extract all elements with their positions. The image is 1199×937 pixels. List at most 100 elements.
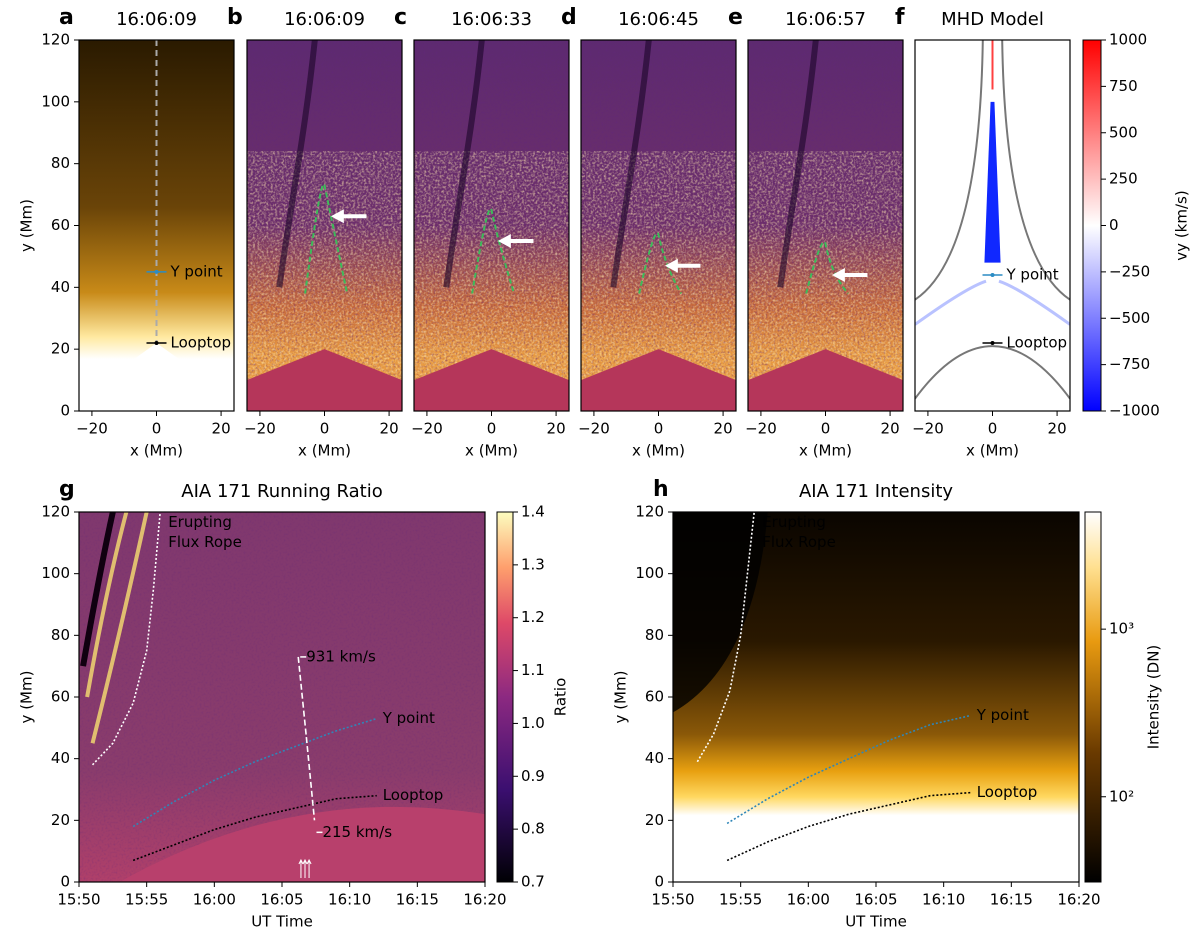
image	[79, 40, 234, 411]
dark-streak	[610, 40, 652, 288]
colorbar-tick-label: 0.9	[521, 767, 545, 785]
x-axis-label: x (Mm)	[632, 442, 685, 460]
x-axis-label: x (Mm)	[130, 442, 183, 460]
x-tick-label: 20	[380, 420, 399, 438]
x-tick-label: 20	[547, 420, 566, 438]
x-tick-label: −20	[411, 420, 443, 438]
y-tick-label: 120	[635, 503, 664, 521]
colorbar-label: vy (km/s)	[1173, 190, 1191, 260]
x-tick-label: −20	[76, 420, 108, 438]
y-tick-label: 20	[51, 340, 70, 358]
y-tick-label: 0	[60, 402, 70, 420]
panel-letter: e	[728, 5, 743, 30]
x-tick-label: 0	[988, 420, 998, 438]
y-tick-label: 80	[645, 626, 664, 644]
image	[673, 512, 1079, 882]
arrow-head	[330, 209, 344, 224]
annotation-dot	[990, 272, 995, 277]
series-label: 215 km/s	[322, 823, 392, 841]
series-line	[726, 791, 971, 862]
colorbar-label: Ratio	[552, 678, 570, 717]
y-tick-label: 60	[645, 688, 664, 706]
panel-title: 16:06:33	[451, 9, 532, 30]
x-axis-label: x (Mm)	[966, 442, 1019, 460]
colorbar-tick-label: 1.3	[521, 555, 545, 573]
y-tick-label: 0	[60, 873, 70, 891]
series-label: 931 km/s	[306, 647, 376, 665]
x-tick-label: 16:15	[396, 891, 439, 909]
y-axis-label: y (Mm)	[18, 671, 36, 724]
y-tick-label: 100	[41, 564, 70, 582]
series-line	[297, 656, 308, 738]
x-axis-label: UT Time	[251, 913, 313, 931]
x-axis-label: x (Mm)	[465, 442, 518, 460]
image	[79, 512, 485, 882]
x-tick-label: −20	[912, 420, 944, 438]
dome	[119, 806, 485, 882]
image	[414, 40, 569, 411]
annotation-dot	[990, 340, 995, 345]
series-line	[305, 737, 316, 821]
series-label: Looptop	[383, 786, 444, 804]
x-tick-label: −20	[244, 420, 276, 438]
y-tick-label: 0	[654, 873, 664, 891]
colorbar-label: Intensity (DN)	[1145, 645, 1163, 750]
colorbar-tick-label: 0	[1109, 216, 1119, 234]
outflow	[915, 279, 1070, 326]
x-tick-label: 16:10	[922, 891, 965, 909]
y-tick-label: 40	[51, 278, 70, 296]
x-tick-label: 0	[320, 420, 330, 438]
y-tick-label: 20	[645, 811, 664, 829]
x-tick-label: 16:20	[463, 891, 506, 909]
x-tick-label: 0	[654, 420, 664, 438]
flux-outline	[638, 232, 682, 295]
streaks	[85, 512, 149, 744]
x-tick-label: 16:05	[854, 891, 897, 909]
colorbar	[1082, 39, 1102, 412]
x-tick-label: 15:55	[125, 891, 168, 909]
y-tick-label: 60	[51, 688, 70, 706]
x-tick-label: 15:50	[57, 891, 100, 909]
panel-letter: d	[561, 5, 577, 30]
small-arrow	[306, 858, 312, 878]
image	[915, 40, 1070, 411]
panel-title: 16:06:57	[785, 9, 866, 30]
y-tick-label: 100	[635, 564, 664, 582]
colorbar-tick-label: 1.2	[521, 608, 545, 626]
y-tick-label: 120	[41, 503, 70, 521]
colorbar-tick-label: 0.8	[521, 820, 545, 838]
colorbar	[496, 511, 514, 883]
colorbar-tick-label: −250	[1109, 262, 1150, 280]
x-tick-label: 16:00	[787, 891, 830, 909]
dark-streak	[443, 40, 485, 288]
annotation: Y point	[1006, 265, 1059, 283]
dark-streak	[777, 40, 819, 288]
x-tick-label: −20	[578, 420, 610, 438]
y-axis-label: y (Mm)	[612, 671, 630, 724]
x-tick-label: 0	[152, 420, 162, 438]
occulted-region	[247, 349, 402, 411]
panel-title: 16:06:09	[116, 9, 197, 30]
panel-title: AIA 171 Intensity	[799, 481, 953, 502]
panel-letter: g	[59, 477, 75, 502]
series-label: Looptop	[977, 783, 1038, 801]
panel-title: 16:06:45	[618, 9, 699, 30]
flux-outline	[304, 183, 349, 294]
annotation: Looptop	[171, 333, 232, 351]
y-tick-label: 40	[645, 749, 664, 767]
panel-letter: f	[895, 5, 905, 30]
series-line	[132, 794, 377, 862]
y-axis-label: y (Mm)	[18, 199, 36, 252]
dark-corner	[673, 512, 768, 713]
x-tick-label: 0	[487, 420, 497, 438]
y-tick-label: 80	[51, 626, 70, 644]
panel-title: AIA 171 Running Ratio	[181, 481, 382, 502]
flux-outline	[471, 207, 516, 294]
small-arrow	[302, 858, 308, 878]
occulted-region	[414, 349, 569, 411]
x-axis-label: x (Mm)	[298, 442, 351, 460]
x-axis-label: UT Time	[845, 913, 907, 931]
bright-region	[79, 342, 234, 411]
panel-title: MHD Model	[941, 9, 1044, 30]
